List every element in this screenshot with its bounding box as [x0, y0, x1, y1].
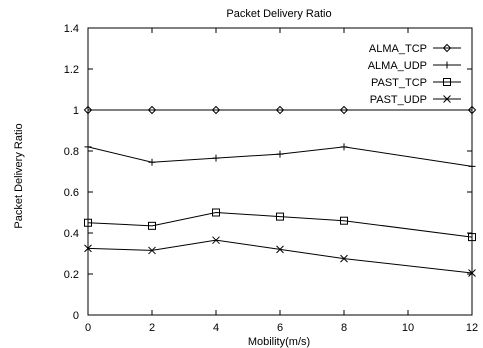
data-point-alma-tcp: [339, 105, 349, 115]
y-tick-label: 0: [73, 310, 79, 322]
data-point-past-tcp: [468, 233, 476, 242]
data-point-past-tcp: [148, 221, 156, 230]
x-tick-label: 0: [85, 322, 91, 334]
data-point-past-tcp: [340, 216, 348, 225]
data-point-past-tcp: [212, 208, 220, 217]
data-point-past-udp: [148, 246, 156, 255]
legend-label-past-udp: PAST_UDP: [370, 94, 427, 106]
data-point-alma-udp: [212, 154, 220, 162]
chart-title: Packet Delivery Ratio: [226, 8, 331, 20]
data-point-alma-tcp: [467, 105, 477, 115]
data-point-alma-udp: [276, 150, 284, 158]
data-point-past-udp: [276, 245, 284, 254]
y-tick-label: 0.2: [64, 269, 79, 281]
legend-marker-alma-tcp: [442, 43, 452, 53]
data-point-past-udp: [340, 254, 348, 263]
data-point-past-udp: [212, 236, 220, 245]
data-point-alma-tcp: [275, 105, 285, 115]
data-point-alma-udp: [84, 143, 92, 151]
data-point-past-udp: [468, 269, 476, 277]
x-tick-label: 4: [213, 322, 219, 334]
legend-label-alma-udp: ALMA_UDP: [368, 60, 427, 72]
y-tick-label: 1.2: [64, 64, 79, 76]
data-point-alma-udp: [148, 158, 156, 166]
data-point-alma-udp: [468, 162, 476, 170]
series-layer: [83, 105, 477, 277]
data-point-past-tcp: [276, 212, 284, 221]
legend-marker-past-tcp: [443, 78, 451, 86]
data-point-alma-tcp: [83, 105, 93, 115]
data-point-past-udp: [84, 244, 92, 253]
y-tick-label: 0.8: [64, 146, 79, 158]
x-tick-label: 12: [466, 322, 478, 334]
series-line-alma-udp: [87, 146, 473, 167]
legend: ALMA_TCP ALMA_UDP PAST_TCP PAST_UDP: [368, 43, 461, 106]
legend-label-alma-tcp: ALMA_TCP: [369, 43, 427, 55]
data-point-past-tcp: [84, 218, 92, 227]
axis-ticks: 0 2 4 6 8 10 12 0 0.2 0.4 0.6 0.8 1 1.2 1.4: [64, 23, 478, 334]
legend-marker-past-udp: [443, 95, 451, 103]
x-axis-title: Mobility(m/s): [248, 336, 310, 348]
series-line-past-tcp: [87, 211, 473, 238]
x-tick-label: 6: [277, 322, 283, 334]
x-tick-label: 10: [402, 322, 414, 334]
legend-marker-alma-udp: [443, 61, 451, 69]
y-tick-label: 1.4: [64, 23, 79, 35]
data-point-alma-tcp: [211, 105, 221, 115]
x-tick-label: 2: [149, 322, 155, 334]
data-point-alma-tcp: [147, 105, 157, 115]
y-axis-title: Packet Delivery Ratio: [13, 123, 25, 228]
legend-label-past-tcp: PAST_TCP: [371, 77, 427, 89]
y-tick-label: 0.4: [64, 228, 79, 240]
series-line-past-udp: [87, 239, 473, 274]
x-tick-label: 8: [341, 322, 347, 334]
data-point-alma-udp: [340, 143, 348, 151]
y-tick-label: 1: [73, 105, 79, 117]
y-tick-label: 0.6: [64, 187, 79, 199]
